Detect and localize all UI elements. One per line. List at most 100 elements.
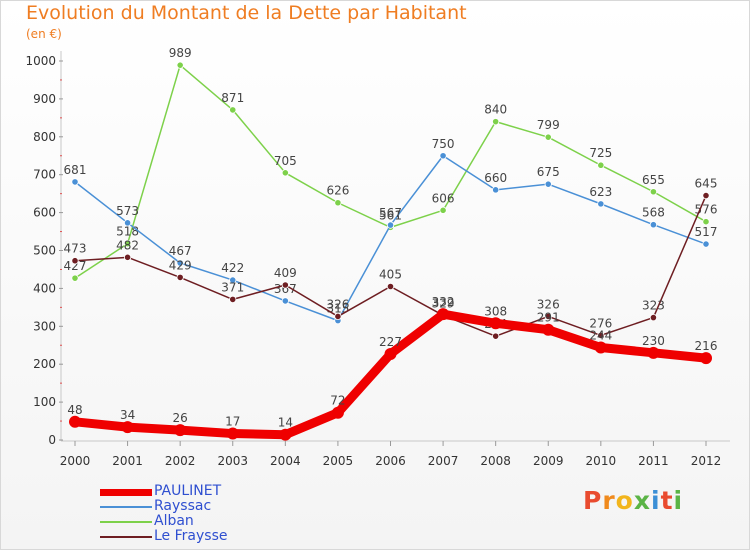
- data-label-alban: 576: [695, 203, 718, 217]
- data-label-alban: 606: [432, 191, 455, 205]
- x-tick-label: 2012: [691, 454, 722, 468]
- data-label-le-fraysse: 276: [589, 316, 612, 330]
- data-label-paulinet: 26: [173, 411, 188, 425]
- data-label-rayssac: 367: [274, 282, 297, 296]
- data-point-le-fraysse: [597, 331, 605, 339]
- data-label-rayssac: 623: [589, 185, 612, 199]
- data-point-alban: [439, 206, 447, 214]
- x-tick-label: 2011: [638, 454, 669, 468]
- data-point-rayssac: [649, 221, 658, 229]
- y-tick-label: 700: [33, 168, 56, 182]
- x-tick-label: 2000: [60, 454, 91, 468]
- data-label-rayssac: 467: [169, 244, 192, 258]
- data-point-alban: [544, 133, 552, 141]
- data-point-paulinet: [331, 406, 344, 419]
- data-label-paulinet: 14: [278, 416, 293, 430]
- data-point-le-fraysse: [123, 253, 132, 261]
- data-label-rayssac: 660: [484, 171, 507, 185]
- x-tick-label: 2002: [165, 454, 196, 468]
- data-point-le-fraysse: [492, 332, 500, 340]
- chart-title: Evolution du Montant de la Dette par Hab…: [26, 2, 467, 24]
- data-point-alban: [71, 274, 79, 282]
- data-label-alban: 655: [642, 173, 665, 187]
- data-label-le-fraysse: 482: [116, 238, 139, 252]
- data-label-alban: 799: [537, 118, 560, 132]
- data-point-paulinet: [226, 427, 239, 440]
- data-point-rayssac: [386, 221, 395, 229]
- data-point-rayssac: [492, 186, 500, 194]
- logo-letter: x: [633, 486, 651, 515]
- data-label-paulinet: 227: [379, 335, 402, 349]
- legend-item-paulinet: PAULINET: [100, 483, 320, 499]
- data-point-paulinet: [647, 346, 660, 359]
- data-label-le-fraysse: 409: [274, 266, 297, 280]
- data-point-le-fraysse: [386, 282, 395, 291]
- data-label-rayssac: 422: [221, 261, 244, 275]
- series-line-rayssac: [74, 155, 707, 322]
- x-tick-label: 2001: [112, 454, 143, 468]
- data-label-rayssac: 568: [642, 206, 665, 220]
- x-tick-label: 2006: [375, 454, 406, 468]
- data-point-paulinet: [174, 424, 187, 437]
- data-point-alban: [281, 169, 289, 177]
- data-point-rayssac: [544, 180, 552, 188]
- legend-label-alban: Alban: [154, 513, 194, 529]
- data-label-le-fraysse: 429: [169, 258, 192, 272]
- data-label-rayssac: 567: [379, 206, 402, 220]
- logo-letter: i: [651, 486, 661, 515]
- data-point-le-fraysse: [229, 295, 237, 303]
- data-point-paulinet: [279, 428, 292, 441]
- data-point-paulinet: [69, 415, 81, 428]
- data-label-rayssac: 681: [64, 163, 87, 177]
- x-tick-label: 2008: [480, 454, 511, 468]
- legend-swatch-rayssac: [100, 506, 152, 508]
- data-label-paulinet: 216: [695, 339, 718, 353]
- y-tick-label: 1000: [25, 54, 56, 68]
- data-label-alban: 989: [169, 46, 192, 60]
- data-point-alban: [597, 161, 605, 169]
- logo-letter: i: [673, 486, 684, 515]
- data-label-rayssac: 750: [432, 137, 455, 151]
- legend-label-paulinet: PAULINET: [154, 483, 222, 499]
- x-tick-label: 2007: [428, 454, 459, 468]
- data-label-rayssac: 517: [695, 225, 718, 239]
- data-point-alban: [649, 188, 658, 196]
- data-point-le-fraysse: [544, 312, 552, 321]
- logo-letter: r: [602, 486, 616, 515]
- x-tick-label: 2010: [586, 454, 617, 468]
- data-point-alban: [229, 106, 237, 114]
- data-label-le-fraysse: 329: [432, 296, 455, 310]
- data-label-alban: 705: [274, 154, 297, 168]
- y-tick-label: 100: [33, 395, 56, 409]
- x-tick-label: 2005: [323, 454, 354, 468]
- legend-item-alban: Alban: [100, 513, 320, 529]
- data-point-paulinet: [489, 317, 502, 330]
- data-label-alban: 871: [221, 91, 244, 105]
- legend-label-rayssac: Rayssac: [154, 498, 212, 514]
- data-label-paulinet: 230: [642, 334, 665, 348]
- data-label-alban: 626: [326, 184, 349, 198]
- data-label-alban: 427: [64, 259, 87, 273]
- data-label-paulinet: 34: [120, 408, 135, 422]
- logo-letter: o: [615, 486, 634, 515]
- data-point-alban: [123, 240, 132, 248]
- data-point-le-fraysse: [71, 257, 79, 265]
- legend-swatch-alban: [100, 521, 152, 523]
- data-label-rayssac: 675: [537, 165, 560, 179]
- data-point-le-fraysse: [702, 191, 710, 200]
- data-point-rayssac: [281, 297, 289, 305]
- data-point-paulinet: [700, 352, 712, 365]
- data-label-le-fraysse: 326: [326, 297, 349, 311]
- data-label-alban: 725: [589, 146, 612, 160]
- data-label-paulinet: 72: [330, 394, 345, 408]
- data-label-paulinet: 291: [537, 311, 560, 325]
- logo-letter: P: [583, 486, 603, 515]
- data-label-le-fraysse: 405: [379, 268, 402, 282]
- legend-swatch-le-fraysse: [100, 536, 152, 538]
- legend-swatch-paulinet: [100, 488, 152, 496]
- data-label-le-fraysse: 323: [642, 299, 665, 313]
- data-point-rayssac: [229, 276, 237, 284]
- data-point-rayssac: [702, 240, 710, 248]
